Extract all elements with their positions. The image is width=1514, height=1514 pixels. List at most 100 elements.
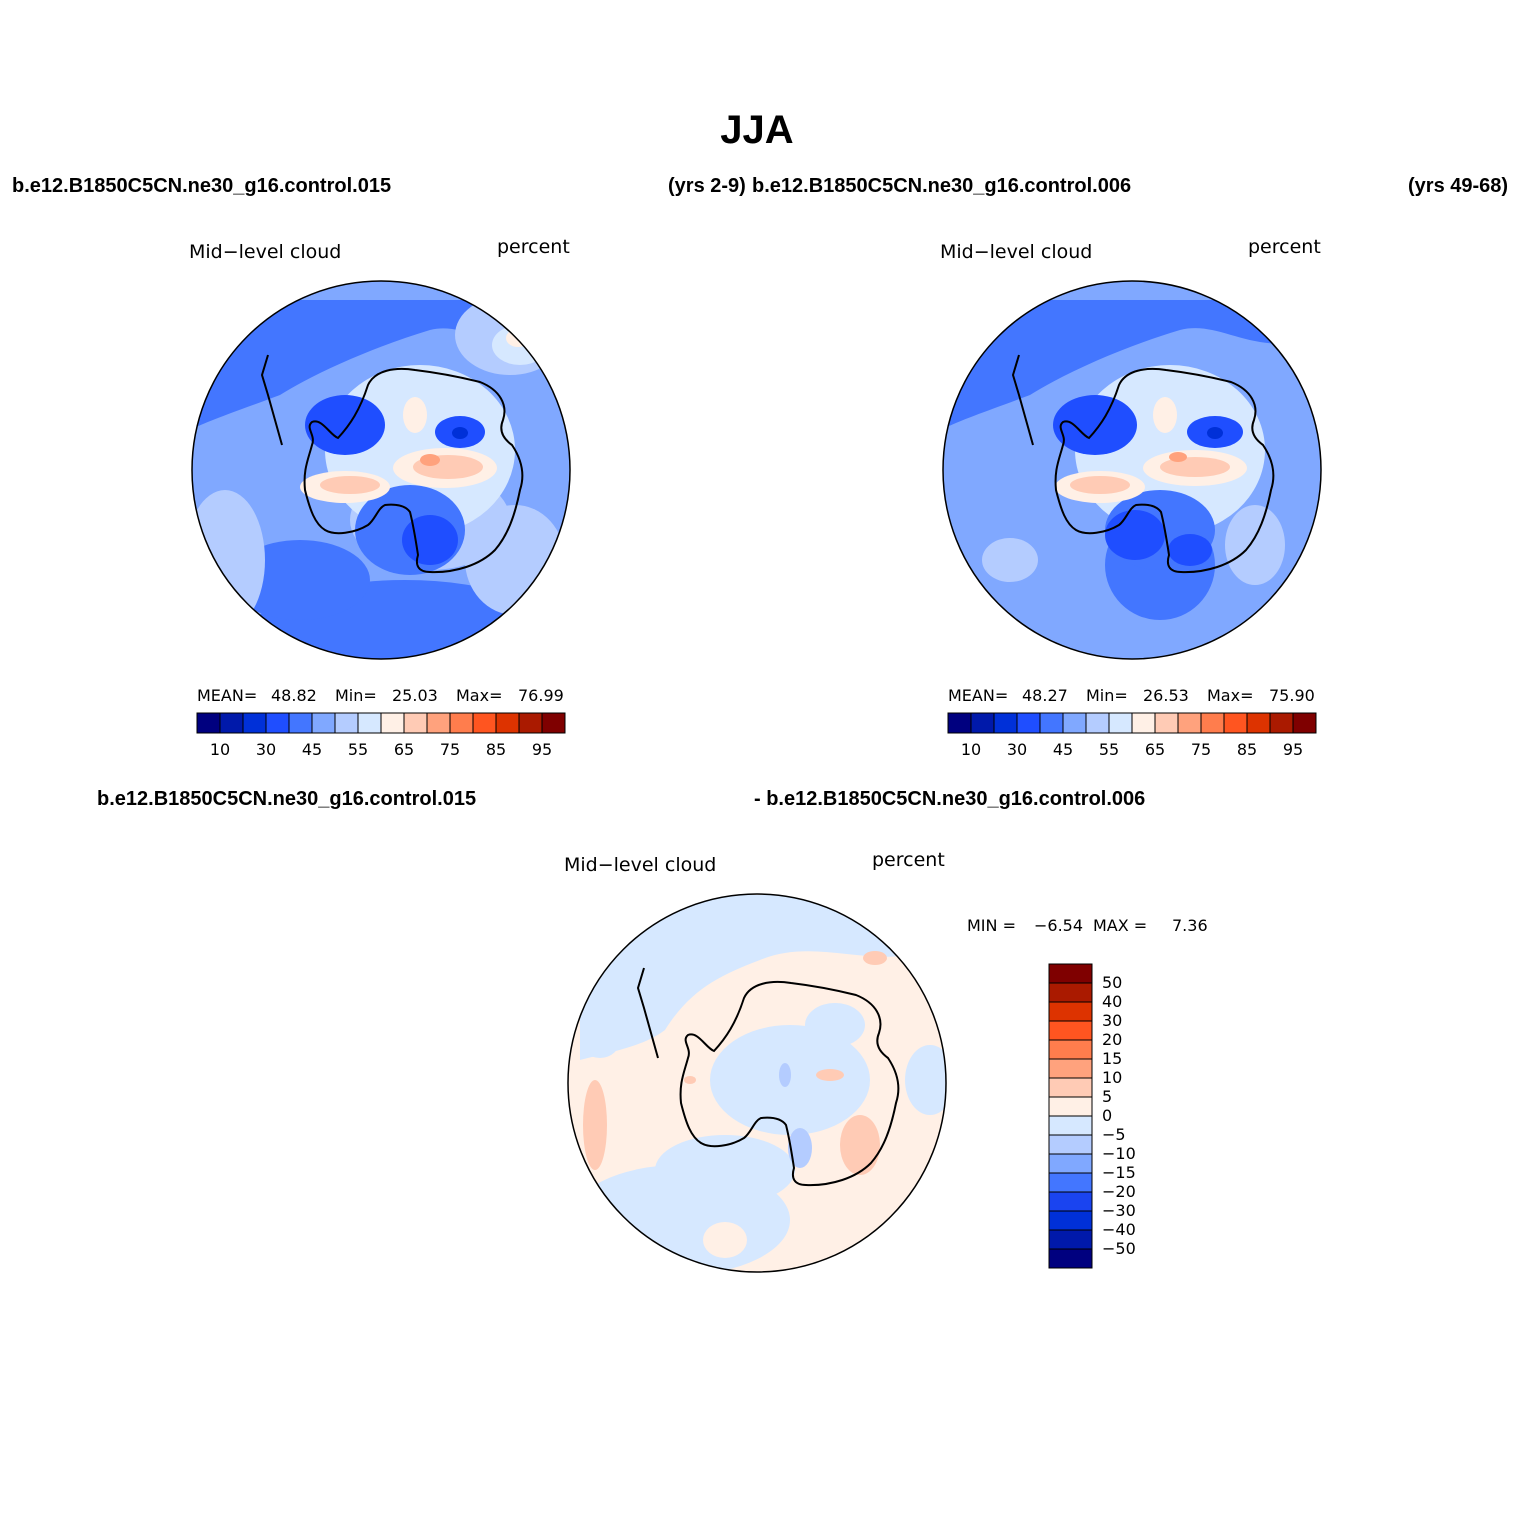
panel2-colorbar: 10 30 45 55 65 75 85 95: [947, 712, 1317, 759]
panel1-min-value: 25.03: [392, 686, 438, 705]
panel3-colorbar-box: [1048, 1115, 1093, 1136]
panel3-colorbar-tick-label: −30: [1102, 1201, 1136, 1220]
panel2-max-label: Max=: [1207, 686, 1254, 705]
panel1-min-label: Min=: [335, 686, 377, 705]
panel1-colorbar-box: [265, 712, 290, 734]
case-label-top-left: b.e12.B1850C5CN.ne30_g16.control.015: [12, 175, 392, 197]
panel2-colorbar-box: [1108, 712, 1133, 734]
panel1-mean-label: MEAN=: [197, 686, 258, 705]
panel1-colorbar-box: [242, 712, 267, 734]
panel3-max-value: 7.36: [1172, 916, 1208, 935]
panel1-colorbar-tick-label: 10: [210, 740, 230, 759]
panel2-map-border: [942, 280, 1322, 660]
panel1-colorbar-box: [518, 712, 543, 734]
panel1-map: [192, 281, 570, 659]
panel3-map-border: [567, 893, 947, 1273]
panel3-colorbar-tick-label: 15: [1102, 1049, 1122, 1068]
panel3-colorbar-tick-label: −5: [1102, 1125, 1126, 1144]
panel3-colorbar-tick-label: −15: [1102, 1163, 1136, 1182]
panel3-variable-label: Mid−level cloud: [564, 854, 717, 876]
panel3-colorbar-tick-label: 20: [1102, 1030, 1122, 1049]
panel2-mean-label: MEAN=: [948, 686, 1009, 705]
panel2-colorbar-box: [1246, 712, 1271, 734]
panel3-min-label: MIN =: [967, 916, 1016, 935]
panel1-colorbar-tick-label: 75: [440, 740, 460, 759]
panel2-colorbar-box: [1269, 712, 1294, 734]
panel1-colorbar-tick-label: 30: [256, 740, 276, 759]
panel2-colorbar-tick-label: 55: [1099, 740, 1119, 759]
panel2-map: [943, 281, 1321, 659]
panel3-colorbar-tick-label: −50: [1102, 1239, 1136, 1258]
panel3-colorbar-box: [1048, 1153, 1093, 1174]
panel1-colorbar-tick-label: 55: [348, 740, 368, 759]
panel3-colorbar-tick-label: 40: [1102, 992, 1122, 1011]
panel1-colorbar-box: [403, 712, 428, 734]
panel2-colorbar-box: [1085, 712, 1110, 734]
panel2-variable-label: Mid−level cloud: [940, 241, 1093, 263]
panel1-colorbar-tick-label: 45: [302, 740, 322, 759]
panel3-colorbar-box: [1048, 1191, 1093, 1212]
panel3-colorbar-tick-label: −40: [1102, 1220, 1136, 1239]
panel2-colorbar-tick-label: 65: [1145, 740, 1165, 759]
panel1-map-border: [191, 280, 571, 660]
panel1-colorbar-box: [449, 712, 474, 734]
panel1-max-label: Max=: [456, 686, 503, 705]
panel2-colorbar-box: [970, 712, 995, 734]
panel2-colorbar-box: [947, 712, 972, 734]
panel3-colorbar-tick-label: 10: [1102, 1068, 1122, 1087]
panel2-colorbar-box: [1154, 712, 1179, 734]
panel3-colorbar-tick-label: −20: [1102, 1182, 1136, 1201]
panel3-colorbar-tick-label: 0: [1102, 1106, 1112, 1125]
case-label-bottom-right: - b.e12.B1850C5CN.ne30_g16.control.006: [754, 788, 1146, 810]
panel3-colorbar-box: [1048, 1039, 1093, 1060]
panel1-colorbar-tick-label: 65: [394, 740, 414, 759]
panel3-colorbar-box: [1048, 1134, 1093, 1155]
panel3-colorbar-box: [1048, 1058, 1093, 1079]
panel1-colorbar-box: [311, 712, 336, 734]
panel1-colorbar: 10 30 45 55 65 75 85 95: [196, 712, 566, 759]
case-years-top-left: (yrs 2-9): [668, 175, 746, 197]
panel3-colorbar-tick-label: −10: [1102, 1144, 1136, 1163]
panel3-colorbar-box: [1048, 1001, 1093, 1022]
panel1-colorbar-box: [288, 712, 313, 734]
panel1-colorbar-box: [219, 712, 244, 734]
panel2-units-label: percent: [1248, 236, 1321, 258]
panel2-min-label: Min=: [1086, 686, 1128, 705]
panel3-max-label: MAX =: [1093, 916, 1148, 935]
case-label-bottom-left: b.e12.B1850C5CN.ne30_g16.control.015: [97, 788, 477, 810]
panel3-colorbar-box: [1048, 982, 1093, 1003]
panel1-colorbar-box: [196, 712, 221, 734]
panel2-colorbar-box: [1292, 712, 1317, 734]
panel2-colorbar-box: [1131, 712, 1156, 734]
panel2-colorbar-box: [1062, 712, 1087, 734]
panel1-colorbar-box: [334, 712, 359, 734]
panel2-colorbar-box: [1177, 712, 1202, 734]
panel3-units-label: percent: [872, 849, 945, 871]
panel1-units-label: percent: [497, 236, 570, 258]
panel2-colorbar-box: [1016, 712, 1041, 734]
panel2-contours: [943, 300, 1311, 620]
panel1-colorbar-box: [541, 712, 566, 734]
panel3-colorbar-box: [1048, 963, 1093, 984]
panel1-colorbar-box: [380, 712, 405, 734]
panel1-max-value: 76.99: [518, 686, 564, 705]
panel3-colorbar-tick-label: 5: [1102, 1087, 1112, 1106]
panel2-min-value: 26.53: [1143, 686, 1189, 705]
panel2-colorbar-box: [1223, 712, 1248, 734]
panel1-colorbar-tick-label: 95: [532, 740, 552, 759]
panel2-colorbar-box: [1039, 712, 1064, 734]
panel1-colorbar-tick-label: 85: [486, 740, 506, 759]
panel1-mean-value: 48.82: [271, 686, 317, 705]
panel1-colorbar-box: [426, 712, 451, 734]
panel1-colorbar-box: [357, 712, 382, 734]
panel3-colorbar-box: [1048, 1077, 1093, 1098]
panel3-colorbar-box: [1048, 1020, 1093, 1041]
panel3-colorbar-box: [1048, 1172, 1093, 1193]
panel2-colorbar-box: [993, 712, 1018, 734]
panel2-colorbar-tick-label: 85: [1237, 740, 1257, 759]
panel2-mean-value: 48.27: [1022, 686, 1068, 705]
panel2-colorbar-tick-label: 10: [961, 740, 981, 759]
panel3-colorbar-tick-label: 30: [1102, 1011, 1122, 1030]
